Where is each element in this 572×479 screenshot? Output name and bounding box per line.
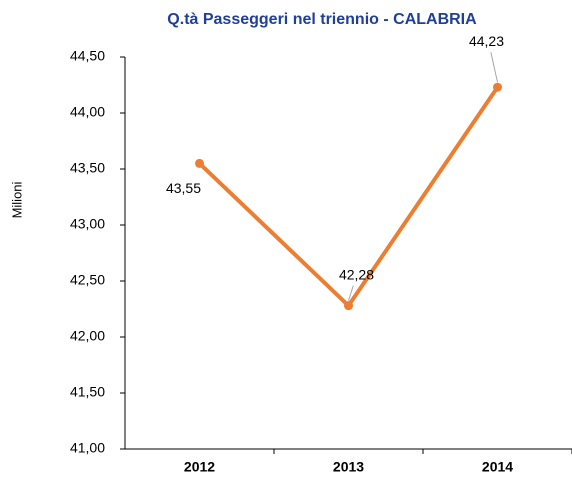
leader-line bbox=[348, 285, 354, 301]
data-label: 42,28 bbox=[339, 266, 374, 282]
leader-line bbox=[490, 52, 498, 83]
marker bbox=[493, 82, 502, 92]
y-tick-label: 42,50 bbox=[70, 272, 105, 288]
x-tick-label: 2013 bbox=[333, 459, 364, 475]
x-tick-label: 2012 bbox=[184, 459, 215, 475]
y-axis-label: Milioni bbox=[9, 181, 24, 218]
y-tick-label: 43,00 bbox=[70, 216, 105, 232]
x-tick-label: 2014 bbox=[482, 459, 513, 475]
y-tick-label: 44,50 bbox=[70, 48, 105, 64]
data-label: 44,23 bbox=[469, 33, 504, 49]
y-tick-label: 42,00 bbox=[70, 328, 105, 344]
marker bbox=[344, 301, 353, 311]
y-tick-label: 43,50 bbox=[70, 160, 105, 176]
chart-title: Q.tà Passeggeri nel triennio - CALABRIA bbox=[167, 11, 477, 28]
y-tick-label: 41,50 bbox=[70, 384, 105, 400]
y-tick-label: 44,00 bbox=[70, 104, 105, 120]
marker bbox=[195, 158, 204, 168]
y-tick-label: 41,00 bbox=[70, 440, 105, 456]
data-label: 43,55 bbox=[166, 180, 201, 196]
